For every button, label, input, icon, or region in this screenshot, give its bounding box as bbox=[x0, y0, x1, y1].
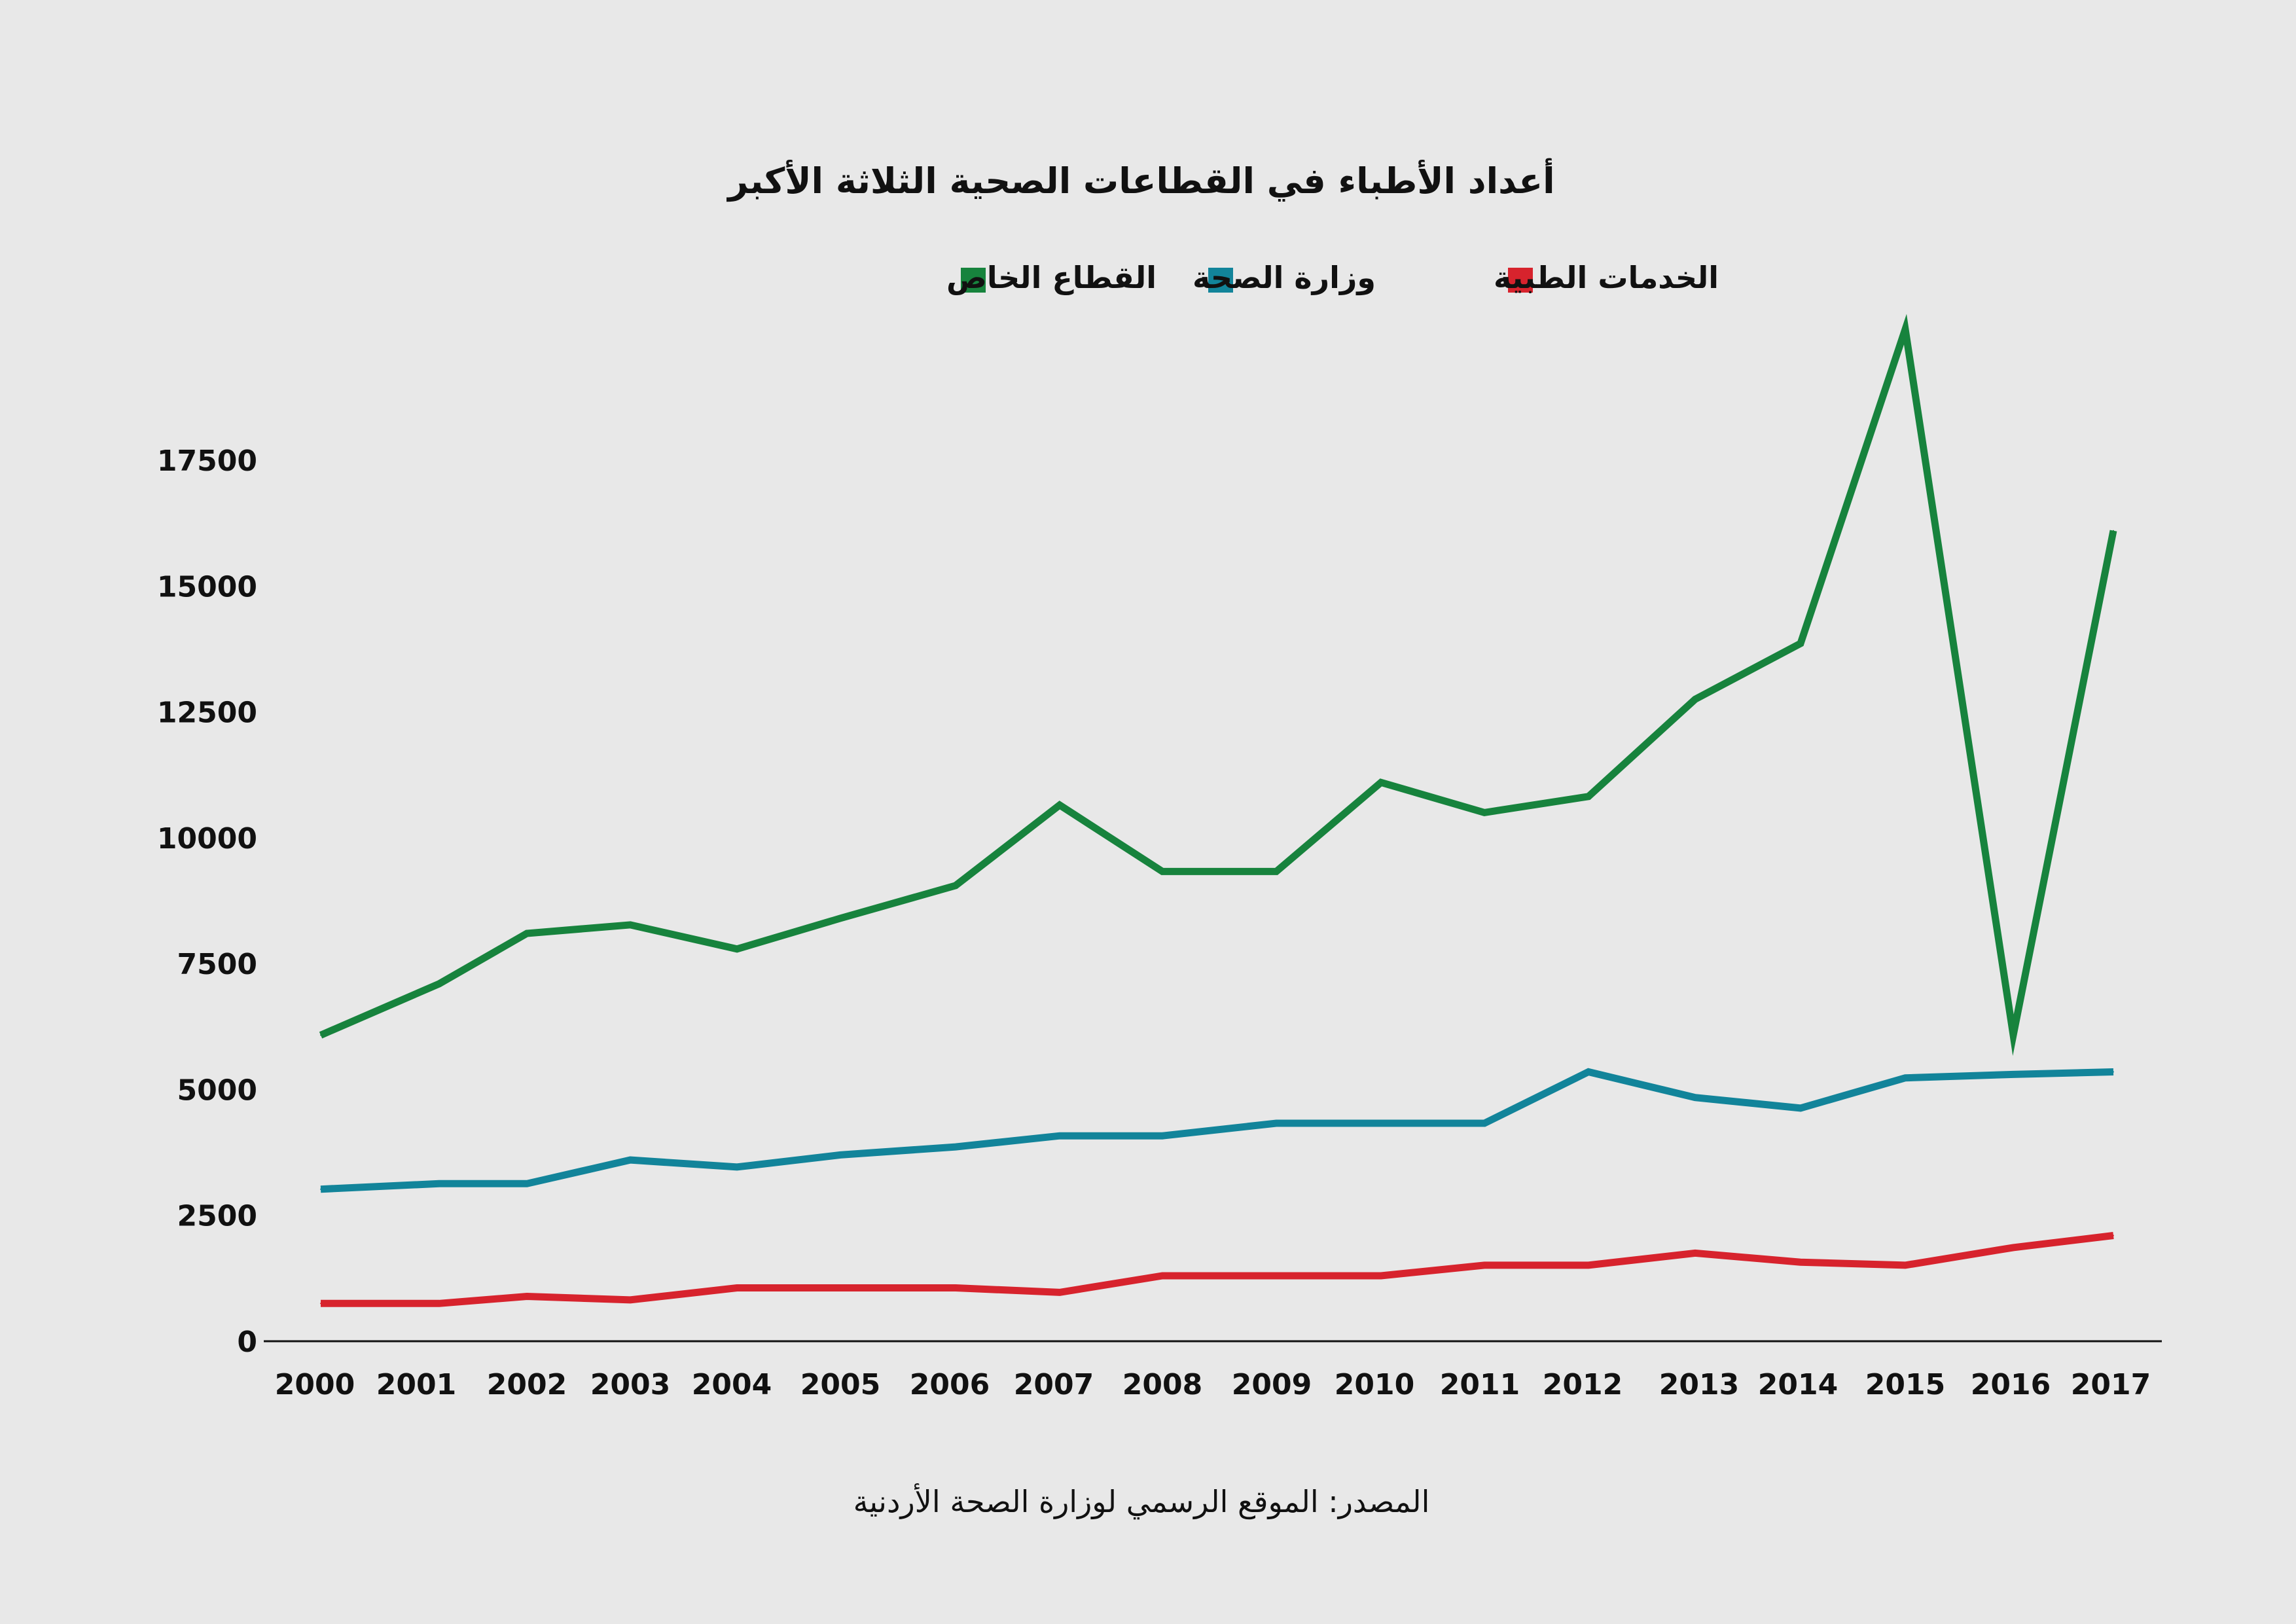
data-point bbox=[840, 917, 841, 919]
data-point bbox=[1276, 1123, 1277, 1124]
data-point bbox=[955, 1287, 956, 1289]
data-point bbox=[630, 924, 631, 926]
data-point bbox=[1484, 1123, 1485, 1124]
y-tick-label: 5000 bbox=[177, 1074, 257, 1107]
data-point bbox=[320, 1034, 321, 1036]
x-tick-label: 2014 bbox=[1758, 1368, 1838, 1401]
x-tick-label: 2017 bbox=[2071, 1368, 2151, 1401]
y-tick-label: 17500 bbox=[157, 444, 257, 478]
x-tick-label: 2013 bbox=[1659, 1368, 1739, 1401]
y-tick-label: 12500 bbox=[157, 696, 257, 730]
data-point bbox=[320, 1188, 321, 1190]
data-point bbox=[840, 1287, 841, 1289]
x-tick-label: 2012 bbox=[1543, 1368, 1623, 1401]
data-point bbox=[1162, 1135, 1163, 1137]
data-point bbox=[1588, 1264, 1589, 1266]
data-point bbox=[1800, 643, 1801, 644]
legend-label: الخدمات الطبية bbox=[1494, 260, 1719, 295]
series-line-2 bbox=[319, 314, 2117, 1056]
data-point bbox=[2113, 1071, 2114, 1073]
x-tick-label: 2002 bbox=[487, 1368, 567, 1401]
x-tick-label: 2001 bbox=[376, 1368, 456, 1401]
legend-swatch bbox=[961, 268, 986, 293]
legend-label: وزارة الصحة bbox=[1193, 260, 1376, 295]
y-tick-label: 2500 bbox=[177, 1200, 257, 1233]
legend-swatch bbox=[1208, 268, 1233, 293]
data-point bbox=[1800, 1107, 1801, 1109]
x-tick-label: 2004 bbox=[692, 1368, 772, 1401]
data-point bbox=[1695, 1252, 1696, 1254]
data-point bbox=[526, 1183, 528, 1185]
data-point bbox=[2013, 1034, 2014, 1036]
data-point bbox=[630, 1299, 631, 1301]
data-point bbox=[955, 1146, 956, 1148]
data-point bbox=[736, 1287, 738, 1289]
data-point bbox=[1905, 329, 1906, 330]
x-tick-label: 2015 bbox=[1865, 1368, 1945, 1401]
data-point bbox=[955, 884, 956, 886]
data-point bbox=[1380, 1123, 1382, 1124]
data-point bbox=[1380, 1275, 1382, 1276]
data-point bbox=[1380, 782, 1382, 784]
source-note: المصدر: الموقع الرسمي لوزارة الصحة الأرد… bbox=[853, 1483, 1430, 1520]
data-point bbox=[2113, 530, 2114, 532]
data-point bbox=[1059, 804, 1060, 806]
data-point bbox=[840, 1154, 841, 1156]
series-line-1 bbox=[320, 1068, 2114, 1193]
data-point bbox=[526, 1295, 528, 1297]
series-line-0 bbox=[321, 1232, 2114, 1307]
data-point bbox=[1695, 1096, 1696, 1098]
x-tick-label: 2003 bbox=[590, 1368, 670, 1401]
x-tick-label: 2016 bbox=[1971, 1368, 2051, 1401]
chart-legend: الخدمات الطبية وزارة الصحة القطاع الخاص bbox=[946, 260, 1719, 295]
data-point bbox=[439, 1303, 440, 1305]
data-point bbox=[1059, 1291, 1060, 1293]
y-axis: 0 2500 5000 7500 10000 12500 15000 17500 bbox=[157, 444, 257, 1359]
data-point bbox=[526, 933, 528, 934]
data-point bbox=[439, 983, 440, 984]
y-tick-label: 0 bbox=[237, 1326, 257, 1359]
x-axis: 2000 2001 2002 2003 2004 2005 2006 2007 2008 2009… bbox=[275, 1368, 2151, 1401]
data-point bbox=[439, 1183, 440, 1185]
data-point bbox=[320, 1303, 321, 1305]
data-point bbox=[2013, 1074, 2014, 1075]
data-point bbox=[1162, 1275, 1163, 1276]
series-group bbox=[319, 314, 2117, 1307]
x-tick-label: 2011 bbox=[1440, 1368, 1520, 1401]
data-point bbox=[1276, 1275, 1277, 1276]
y-tick-label: 10000 bbox=[157, 822, 257, 856]
x-tick-label: 2010 bbox=[1335, 1368, 1414, 1401]
x-tick-label: 2006 bbox=[910, 1368, 990, 1401]
data-point bbox=[1800, 1261, 1801, 1263]
data-point bbox=[1588, 795, 1589, 797]
data-point bbox=[2013, 1246, 2014, 1248]
y-tick-label: 15000 bbox=[157, 570, 257, 604]
chart-title: أعداد الأطباء في القطاعات الصحية الثلاثة… bbox=[726, 158, 1554, 202]
data-point bbox=[1276, 871, 1277, 873]
data-point bbox=[2113, 1235, 2114, 1236]
x-tick-label: 2008 bbox=[1122, 1368, 1202, 1401]
data-point bbox=[1484, 812, 1485, 814]
data-point bbox=[736, 1166, 738, 1168]
data-point bbox=[1484, 1264, 1485, 1266]
data-point bbox=[1059, 1135, 1060, 1137]
data-point bbox=[1588, 1071, 1589, 1073]
data-point bbox=[1162, 871, 1163, 873]
x-tick-label: 2009 bbox=[1232, 1368, 1312, 1401]
data-point bbox=[1905, 1264, 1906, 1266]
data-point bbox=[630, 1159, 631, 1161]
x-tick-label: 2005 bbox=[800, 1368, 880, 1401]
x-tick-label: 2000 bbox=[275, 1368, 355, 1401]
data-point bbox=[1695, 698, 1696, 700]
data-point bbox=[736, 948, 738, 950]
legend-label: القطاع الخاص bbox=[946, 260, 1157, 295]
legend-swatch bbox=[1508, 268, 1533, 293]
y-tick-label: 7500 bbox=[177, 948, 257, 981]
data-point bbox=[1905, 1077, 1906, 1079]
x-tick-label: 2007 bbox=[1014, 1368, 1094, 1401]
